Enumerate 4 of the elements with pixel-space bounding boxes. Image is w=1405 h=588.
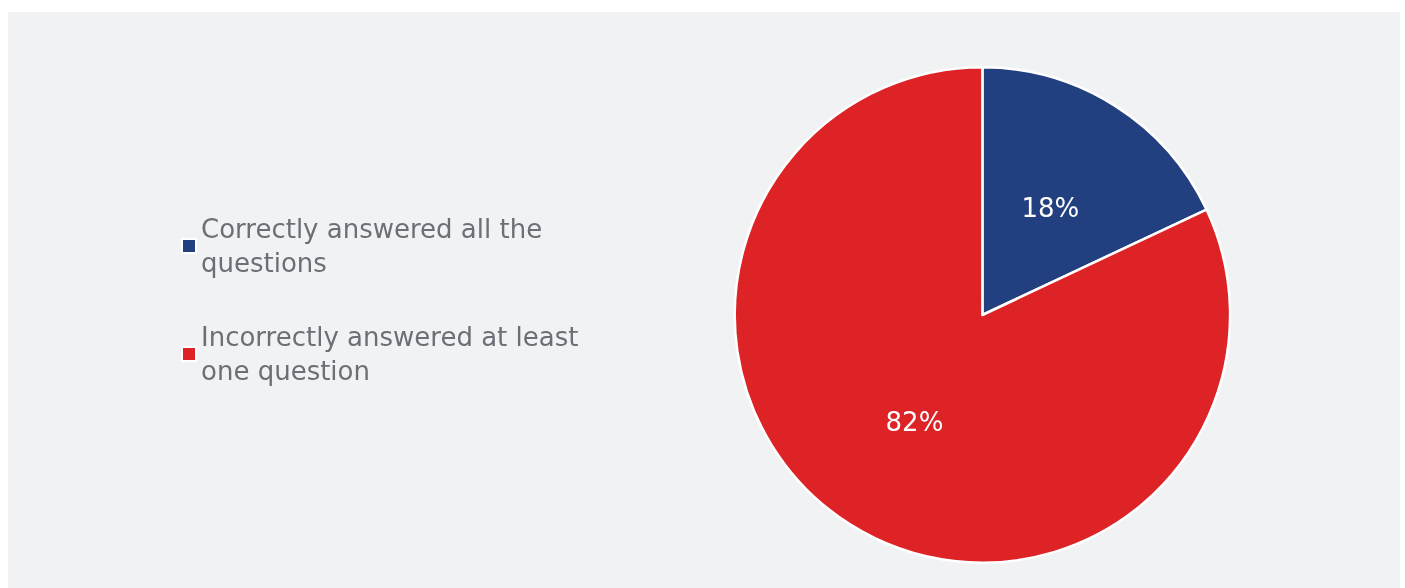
legend-label: Correctly answered all the questions xyxy=(201,214,551,278)
legend-label: Incorrectly answered at least one question xyxy=(201,322,587,386)
data-label: 82% xyxy=(885,407,944,438)
data-label: 18% xyxy=(1021,192,1080,223)
